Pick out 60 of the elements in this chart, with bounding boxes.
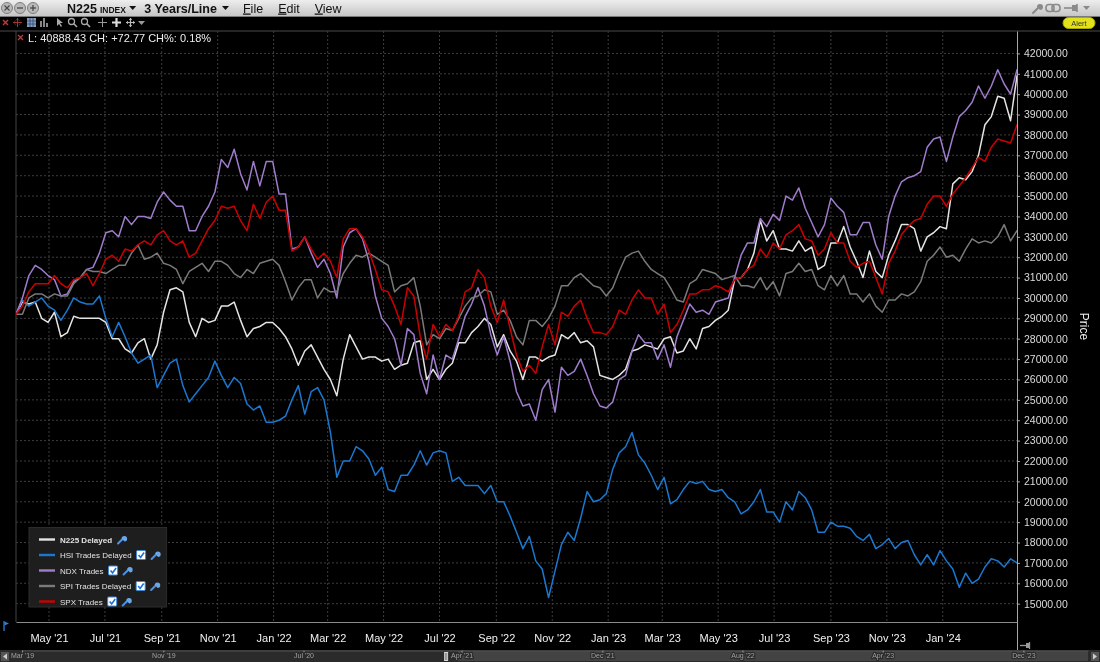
x-tick-label: Mar '22	[309, 631, 347, 644]
y-tick-label: 18000.00	[1024, 536, 1068, 549]
y-tick-label: 31000.00	[1024, 271, 1068, 284]
y-tick-label: 26000.00	[1024, 373, 1068, 386]
line-series	[16, 223, 1018, 346]
x-tick-label: May '21	[30, 631, 69, 644]
y-tick-label: 35000.00	[1024, 189, 1068, 202]
y-tick-label: 42000.00	[1024, 47, 1068, 60]
y-tick-label: 38000.00	[1024, 128, 1068, 141]
x-tick-label: Mar '23	[644, 631, 681, 644]
text: View	[314, 1, 343, 16]
x-tick-label: Sep '22	[478, 631, 516, 644]
x-tick-label: Nov '22	[534, 631, 572, 644]
y-tick-label: 32000.00	[1024, 251, 1068, 264]
y-tick-label: 25000.00	[1024, 393, 1068, 406]
x-tick-label: Jan '23	[591, 631, 627, 644]
y-tick-label: 40000.00	[1024, 88, 1068, 101]
x-tick-label: May '22	[364, 631, 404, 644]
y-tick-label: 30000.00	[1024, 291, 1068, 304]
x-tick-label: Jan '24	[925, 631, 961, 644]
y-tick-label: 20000.00	[1024, 495, 1068, 508]
x-tick-label: Nov '21	[199, 631, 237, 644]
y-tick-label: 16000.00	[1024, 577, 1068, 590]
text: File	[242, 1, 264, 16]
y-tick-label: 27000.00	[1024, 352, 1068, 365]
x-tick-label: Jan '22	[256, 631, 292, 644]
y-tick-label: 15000.00	[1024, 597, 1068, 610]
y-tick-label: 21000.00	[1024, 475, 1068, 488]
line-series	[16, 295, 1018, 599]
y-tick-label: 22000.00	[1024, 454, 1068, 467]
legend-label: SPX Trades	[60, 597, 103, 607]
y-axis-title: Price	[1077, 312, 1091, 341]
x-tick-label: Sep '21	[143, 631, 181, 644]
y-tick-label: 36000.00	[1024, 169, 1068, 182]
y-tick-label: 33000.00	[1024, 230, 1068, 243]
x-tick-label: Jul '22	[424, 631, 456, 644]
x-tick-label: Nov '23	[868, 631, 906, 644]
chart-subtitle: 3 Years/Line	[144, 1, 217, 16]
y-tick-label: 41000.00	[1024, 67, 1068, 80]
y-tick-label: 29000.00	[1024, 312, 1068, 325]
line-series	[16, 124, 1018, 375]
x-tick-label: Jul '23	[758, 631, 791, 644]
legend-label: HSI Trades Delayed	[60, 551, 132, 560]
annotation: L: 40888.43 CH: +72.77 CH%: 0.18%	[28, 32, 212, 44]
chart-title: N225 INDEX	[67, 1, 127, 16]
legend-label: NDX Trades	[60, 566, 104, 576]
y-tick-label: 34000.00	[1024, 210, 1068, 223]
y-tick-label: 39000.00	[1024, 108, 1068, 121]
y-tick-label: 19000.00	[1024, 516, 1068, 528]
text: Edit	[278, 1, 301, 16]
x-tick-label: May '23	[699, 631, 738, 644]
x-tick-label: Jul '21	[89, 631, 122, 644]
legend-label: SPI Trades Delayed	[60, 582, 132, 591]
y-tick-label: 28000.00	[1024, 332, 1068, 345]
legend-label: N225 Delayed	[60, 535, 113, 545]
y-tick-label: 23000.00	[1024, 434, 1068, 447]
y-tick-label: 37000.00	[1024, 149, 1068, 162]
y-tick-label: 17000.00	[1024, 556, 1068, 569]
x-tick-label: Sep '23	[812, 631, 850, 644]
y-tick-label: 24000.00	[1024, 414, 1068, 427]
